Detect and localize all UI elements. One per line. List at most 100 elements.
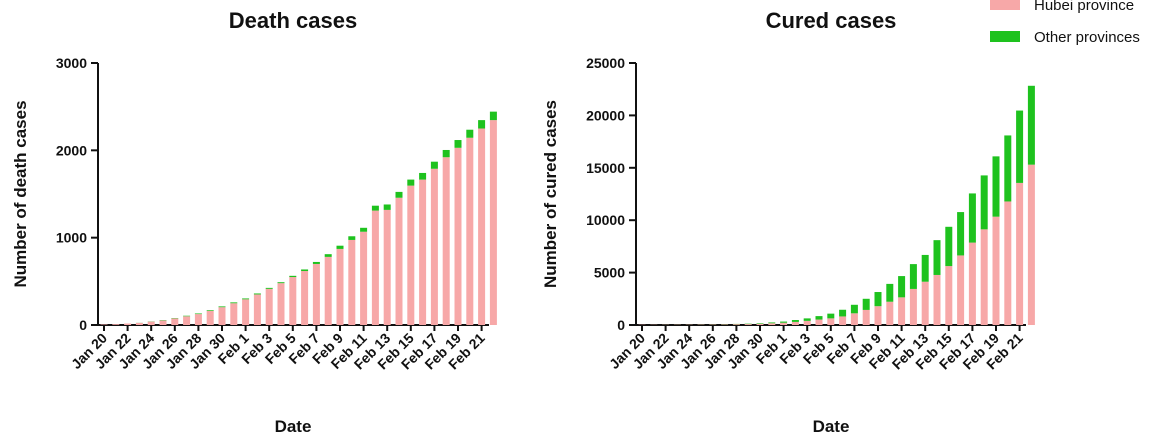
death-bar-hubei bbox=[478, 129, 485, 326]
cured-bar-other bbox=[934, 240, 941, 275]
death-bar-other bbox=[360, 228, 367, 232]
death-bar-hubei bbox=[337, 249, 344, 325]
death-bar-hubei bbox=[466, 138, 473, 325]
cured-bar-other bbox=[981, 175, 988, 229]
death-bar-other bbox=[207, 310, 214, 311]
death-bar-other bbox=[278, 282, 285, 283]
death-bar-hubei bbox=[396, 198, 403, 325]
death-bar-hubei bbox=[148, 322, 155, 325]
death-bar-other bbox=[183, 316, 190, 317]
death-bar-other bbox=[372, 206, 379, 211]
death-bar-hubei bbox=[230, 303, 237, 325]
death-bar-hubei bbox=[195, 314, 202, 325]
cured-y-axis-label: Number of cured cases bbox=[541, 100, 560, 288]
death-bar-hubei bbox=[372, 211, 379, 325]
death-bar-hubei bbox=[301, 271, 308, 325]
death-chart: Death cases Number of death cases Date 0… bbox=[11, 8, 497, 436]
cured-y-tick-label: 10000 bbox=[586, 212, 625, 228]
death-bar-hubei bbox=[101, 324, 108, 325]
death-bar-other bbox=[443, 150, 450, 157]
death-chart-title: Death cases bbox=[229, 8, 357, 33]
cured-bar-hubei bbox=[745, 324, 752, 325]
cured-bar-other bbox=[792, 320, 799, 322]
cured-bar-hubei bbox=[1028, 165, 1035, 325]
legend-label-other: Other provinces bbox=[1034, 29, 1140, 46]
death-bar-other bbox=[195, 313, 202, 314]
cured-chart-title: Cured cases bbox=[766, 8, 897, 33]
death-bar-hubei bbox=[289, 277, 296, 325]
cured-bar-hubei bbox=[804, 321, 811, 325]
cured-y-tick-label: 20000 bbox=[586, 107, 625, 123]
death-bar-other bbox=[242, 298, 249, 299]
death-bar-other bbox=[266, 288, 273, 289]
cured-bar-hubei bbox=[886, 302, 893, 325]
cured-bar-hubei bbox=[945, 266, 952, 325]
cured-x-axis-label: Date bbox=[813, 417, 850, 436]
death-bar-other bbox=[431, 162, 438, 169]
death-bar-other bbox=[289, 276, 296, 277]
cured-bar-other bbox=[780, 322, 787, 323]
cured-y-tick-label: 5000 bbox=[594, 265, 625, 281]
death-bar-hubei bbox=[207, 311, 214, 325]
death-bar-hubei bbox=[419, 180, 426, 325]
death-bar-hubei bbox=[384, 210, 391, 325]
cured-bar-other bbox=[1028, 86, 1035, 165]
death-bar-other bbox=[455, 140, 462, 148]
death-bar-other bbox=[301, 269, 308, 271]
cured-bar-hubei bbox=[839, 316, 846, 325]
cured-bar-other bbox=[757, 323, 764, 324]
cured-bar-hubei bbox=[851, 313, 858, 325]
cured-bar-other bbox=[1004, 135, 1011, 201]
death-bar-hubei bbox=[124, 324, 131, 325]
cured-bars bbox=[639, 86, 1035, 325]
death-bar-hubei bbox=[360, 232, 367, 325]
death-bar-other bbox=[396, 192, 403, 198]
death-y-tick-label: 3000 bbox=[56, 55, 87, 71]
cured-bar-other bbox=[768, 322, 775, 323]
death-bar-hubei bbox=[242, 299, 249, 325]
legend-swatch-hubei bbox=[990, 0, 1020, 10]
cured-bar-hubei bbox=[816, 320, 823, 325]
death-bar-hubei bbox=[219, 307, 226, 325]
death-bar-hubei bbox=[254, 294, 261, 325]
death-bar-hubei bbox=[183, 316, 190, 325]
cured-bar-other bbox=[886, 284, 893, 302]
cured-bar-hubei bbox=[780, 323, 787, 325]
cured-bar-hubei bbox=[922, 282, 929, 325]
death-bar-hubei bbox=[313, 264, 320, 325]
death-y-tick-label: 2000 bbox=[56, 142, 87, 158]
cured-bar-hubei bbox=[910, 289, 917, 325]
cured-bar-hubei bbox=[898, 297, 905, 325]
cured-bar-other bbox=[922, 255, 929, 282]
death-y-tick-label: 1000 bbox=[56, 230, 87, 246]
death-bar-hubei bbox=[455, 148, 462, 325]
legend-label-hubei: Hubei province bbox=[1034, 0, 1134, 14]
legend-swatch-other bbox=[990, 31, 1020, 42]
cured-bar-hubei bbox=[757, 324, 764, 325]
cured-bar-other bbox=[804, 318, 811, 320]
death-y-tick-label: 0 bbox=[79, 317, 87, 333]
death-bar-other bbox=[230, 302, 237, 303]
death-bar-other bbox=[337, 246, 344, 249]
death-bars bbox=[101, 112, 497, 325]
death-bar-hubei bbox=[171, 318, 178, 325]
death-bar-other bbox=[219, 306, 226, 307]
death-bar-hubei bbox=[407, 186, 414, 325]
death-bar-other bbox=[419, 173, 426, 180]
death-bar-hubei bbox=[490, 120, 497, 325]
death-bar-hubei bbox=[443, 157, 450, 325]
cured-bar-other bbox=[839, 310, 846, 317]
death-bar-hubei bbox=[431, 169, 438, 325]
cured-bar-hubei bbox=[981, 229, 988, 325]
death-bar-other bbox=[325, 254, 332, 257]
death-bar-hubei bbox=[136, 323, 143, 325]
cured-bar-hubei bbox=[768, 323, 775, 325]
cured-bar-other bbox=[851, 305, 858, 314]
cured-bar-hubei bbox=[934, 275, 941, 325]
death-bar-hubei bbox=[160, 320, 167, 325]
death-bar-other bbox=[313, 262, 320, 264]
death-bar-other bbox=[407, 180, 414, 186]
death-bar-other bbox=[490, 112, 497, 120]
cured-bar-other bbox=[875, 292, 882, 306]
